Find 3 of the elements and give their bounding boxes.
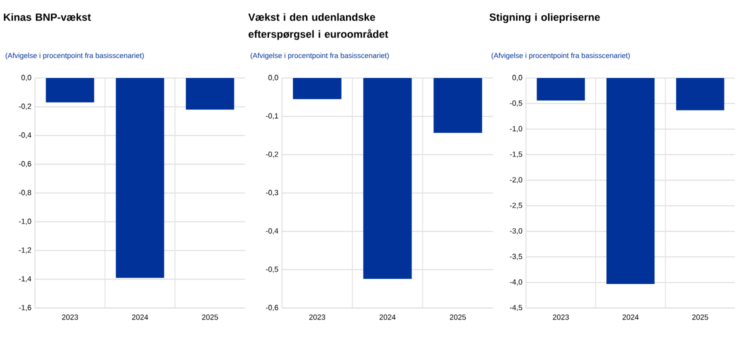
chart-title: Vækst i den udenlandske efterspørgsel i euroområdet xyxy=(248,13,388,40)
chart-title: Stigning i oliepriserne xyxy=(490,13,600,23)
chart-title: Kinas BNP-vækst xyxy=(4,13,91,21)
